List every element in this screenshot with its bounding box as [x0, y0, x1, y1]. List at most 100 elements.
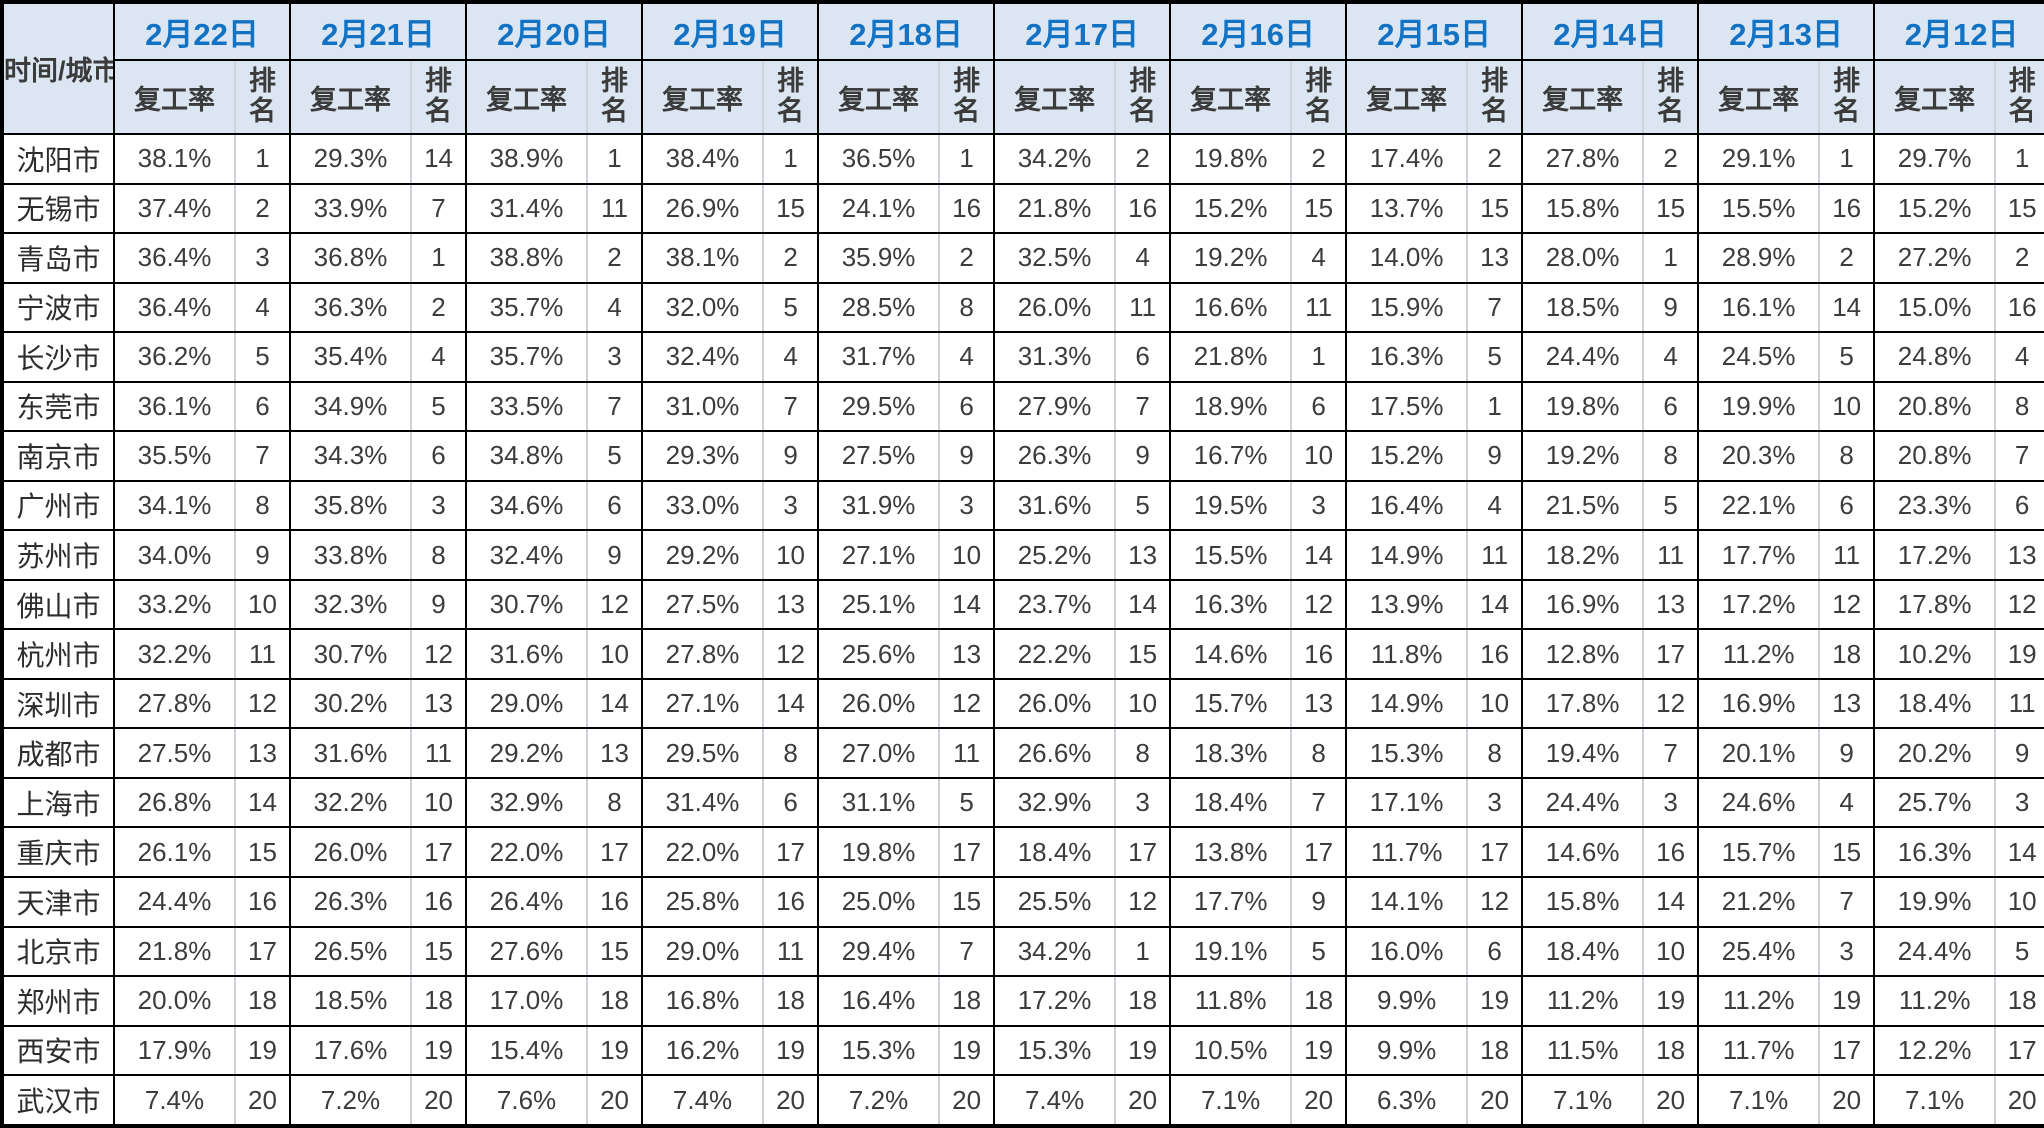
rate-cell: 18.4% — [1169, 776, 1293, 829]
rate-cell: 7.1% — [1169, 1074, 1293, 1127]
city-cell-长沙市: 长沙市 — [1, 331, 115, 383]
rank-cell: 19 — [1642, 975, 1700, 1027]
rank-cell: 12 — [1290, 578, 1348, 631]
rank-cell: 14 — [410, 133, 468, 185]
table-row-广州市: 广州市 34.1% 8 35.8% 3 34.6% 6 33.0% 3 31.9% 3 31.6% 5 1… — [1, 479, 2044, 532]
rate-cell: 14.9% — [1345, 677, 1469, 730]
table-row-苏州市: 苏州市 34.0% 9 33.8% 8 32.4% 9 29.2% 10 27.1% 10 25.2%… — [1, 529, 2044, 581]
rank-cell: 12 — [762, 628, 820, 680]
table-header: 时间/城市 2月22日 2月21日 2月20日 2月19日 2月18日 2月17日 2月16… — [1, 1, 2044, 135]
rank-cell: 10 — [1994, 875, 2044, 928]
rate-cell: 34.1% — [113, 479, 236, 532]
rate-cell: 17.9% — [113, 1024, 236, 1077]
rate-cell: 15.3% — [817, 1024, 941, 1077]
table-row-西安市: 西安市 17.9% 19 17.6% 19 15.4% 19 16.2% 19 15.3% 19 15… — [1, 1024, 2044, 1077]
rate-cell: 32.9% — [465, 776, 589, 829]
rank-cell: 10 — [233, 578, 292, 631]
rank-cell: 13 — [410, 677, 468, 730]
rate-cell: 9.9% — [1345, 975, 1469, 1027]
rank-cell: 11 — [586, 182, 644, 235]
rate-cell: 27.5% — [641, 578, 765, 631]
rank-cell: 3 — [586, 331, 644, 383]
rank-cell: 1 — [938, 133, 996, 185]
rank-cell: 16 — [1818, 182, 1876, 235]
rate-cell: 25.7% — [1873, 776, 1997, 829]
rate-cell: 19.2% — [1521, 430, 1645, 482]
rank-cell: 13 — [1642, 578, 1700, 631]
rate-cell: 38.8% — [465, 232, 589, 284]
rate-cell: 36.1% — [113, 380, 236, 433]
rank-cell: 4 — [1466, 479, 1524, 532]
rank-cell: 4 — [1994, 331, 2044, 383]
rank-cell: 7 — [1994, 430, 2044, 482]
rank-cell: 11 — [410, 727, 468, 779]
rank-cell: 2 — [1994, 232, 2044, 284]
rank-cell: 19 — [762, 1024, 820, 1077]
rate-cell: 19.9% — [1873, 875, 1997, 928]
rank-cell: 10 — [762, 529, 820, 581]
rank-cell: 7 — [938, 925, 996, 978]
rank-cell: 1 — [1290, 331, 1348, 383]
table-row-南京市: 南京市 35.5% 7 34.3% 6 34.8% 5 29.3% 9 27.5% 9 26.3% 9 1… — [1, 430, 2044, 482]
rank-cell: 3 — [1114, 776, 1172, 829]
rate-cell: 26.0% — [289, 826, 413, 878]
rank-cell: 8 — [1818, 430, 1876, 482]
table-row-郑州市: 郑州市 20.0% 18 18.5% 18 17.0% 18 16.8% 18 16.4% 18 17… — [1, 975, 2044, 1027]
rank-cell: 8 — [1114, 727, 1172, 779]
rate-cell: 29.7% — [1873, 133, 1997, 185]
rank-cell: 1 — [762, 133, 820, 185]
rank-cell: 14 — [1466, 578, 1524, 631]
rate-cell: 36.4% — [113, 232, 236, 284]
rate-cell: 16.8% — [641, 975, 765, 1027]
rank-cell: 10 — [1114, 677, 1172, 730]
rank-cell: 3 — [410, 479, 468, 532]
rate-cell: 17.2% — [1873, 529, 1997, 581]
rate-cell: 29.2% — [641, 529, 765, 581]
rate-cell: 24.8% — [1873, 331, 1997, 383]
rank-cell: 16 — [410, 875, 468, 928]
rate-cell: 32.5% — [993, 232, 1117, 284]
rank-cell: 4 — [586, 281, 644, 334]
rate-cell: 24.4% — [1873, 925, 1997, 978]
rank-cell: 11 — [1290, 281, 1348, 334]
rank-cell: 20 — [1290, 1074, 1348, 1127]
rate-cell: 33.9% — [289, 182, 413, 235]
rate-cell: 19.9% — [1697, 380, 1821, 433]
rank-cell: 18 — [1114, 975, 1172, 1027]
rate-cell: 13.7% — [1345, 182, 1469, 235]
rate-cell: 35.9% — [817, 232, 941, 284]
rank-cell: 20 — [233, 1074, 292, 1127]
city-cell-天津市: 天津市 — [1, 875, 115, 928]
rate-cell: 32.2% — [113, 628, 236, 680]
rate-cell: 10.2% — [1873, 628, 1997, 680]
rate-cell: 35.5% — [113, 430, 236, 482]
rank-cell: 5 — [1642, 479, 1700, 532]
rank-header-1: 排名 — [233, 59, 292, 135]
rate-cell: 29.5% — [641, 727, 765, 779]
rate-cell: 27.5% — [113, 727, 236, 779]
rate-cell: 9.9% — [1345, 1024, 1469, 1077]
rank-cell: 17 — [410, 826, 468, 878]
rank-cell: 17 — [1466, 826, 1524, 878]
rate-cell: 15.8% — [1521, 875, 1645, 928]
rate-cell: 26.0% — [993, 677, 1117, 730]
rank-cell: 16 — [233, 875, 292, 928]
rank-header-8: 排名 — [1466, 59, 1524, 135]
rate-cell: 26.0% — [993, 281, 1117, 334]
rate-cell: 17.2% — [1697, 578, 1821, 631]
rank-header-11: 排名 — [1994, 59, 2044, 135]
rate-cell: 18.2% — [1521, 529, 1645, 581]
city-cell-东莞市: 东莞市 — [1, 380, 115, 433]
rate-cell: 14.6% — [1169, 628, 1293, 680]
rank-cell: 18 — [233, 975, 292, 1027]
rank-cell: 6 — [586, 479, 644, 532]
rank-cell: 6 — [1642, 380, 1700, 433]
rank-cell: 12 — [1114, 875, 1172, 928]
rank-cell: 7 — [1818, 875, 1876, 928]
rank-cell: 5 — [233, 331, 292, 383]
rate-cell: 29.4% — [817, 925, 941, 978]
rank-cell: 9 — [1114, 430, 1172, 482]
rate-cell: 18.9% — [1169, 380, 1293, 433]
rank-cell: 13 — [1114, 529, 1172, 581]
